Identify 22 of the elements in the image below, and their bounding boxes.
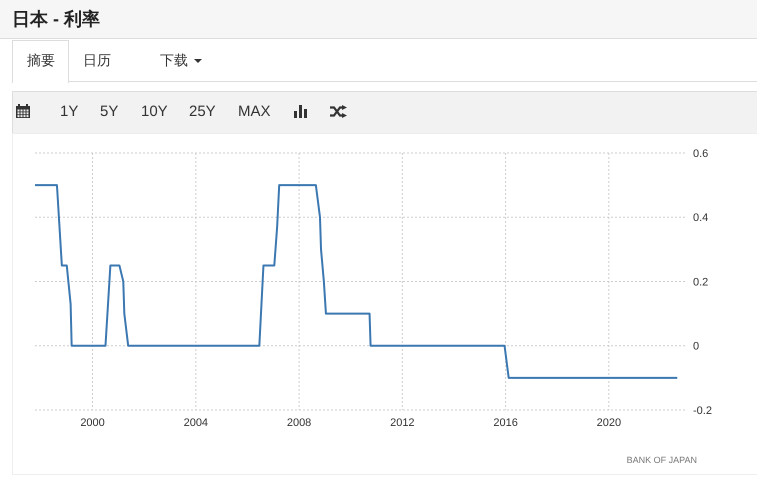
text: 下载 bbox=[160, 52, 189, 70]
y-tick-label: 0.6 bbox=[693, 148, 708, 160]
x-tick-label: 2020 bbox=[596, 416, 622, 429]
x-tick-label: 2012 bbox=[390, 416, 415, 429]
text: 摘要 bbox=[27, 52, 55, 70]
x-tick-label: 2004 bbox=[184, 416, 208, 429]
text: 1Y bbox=[60, 103, 78, 120]
text: 日历 bbox=[83, 52, 111, 70]
y-tick-label: 0 bbox=[693, 340, 700, 353]
text: MAX bbox=[238, 103, 271, 120]
x-tick-label: 2000 bbox=[80, 416, 105, 429]
y-tick-label: -0.2 bbox=[693, 404, 712, 417]
y-tick-label: 0.2 bbox=[693, 276, 708, 288]
text: BANK OF JAPAN bbox=[626, 455, 697, 465]
chart-title: 日本 - 利率 bbox=[12, 8, 100, 31]
text: 10Y bbox=[141, 103, 168, 120]
line-series bbox=[35, 184, 678, 379]
x-tick-label: 2008 bbox=[286, 416, 312, 429]
x-tick-label: 2016 bbox=[493, 416, 518, 429]
text: 25Y bbox=[189, 103, 216, 120]
text: 5Y bbox=[100, 103, 118, 120]
y-tick-label: 0.4 bbox=[693, 212, 708, 224]
